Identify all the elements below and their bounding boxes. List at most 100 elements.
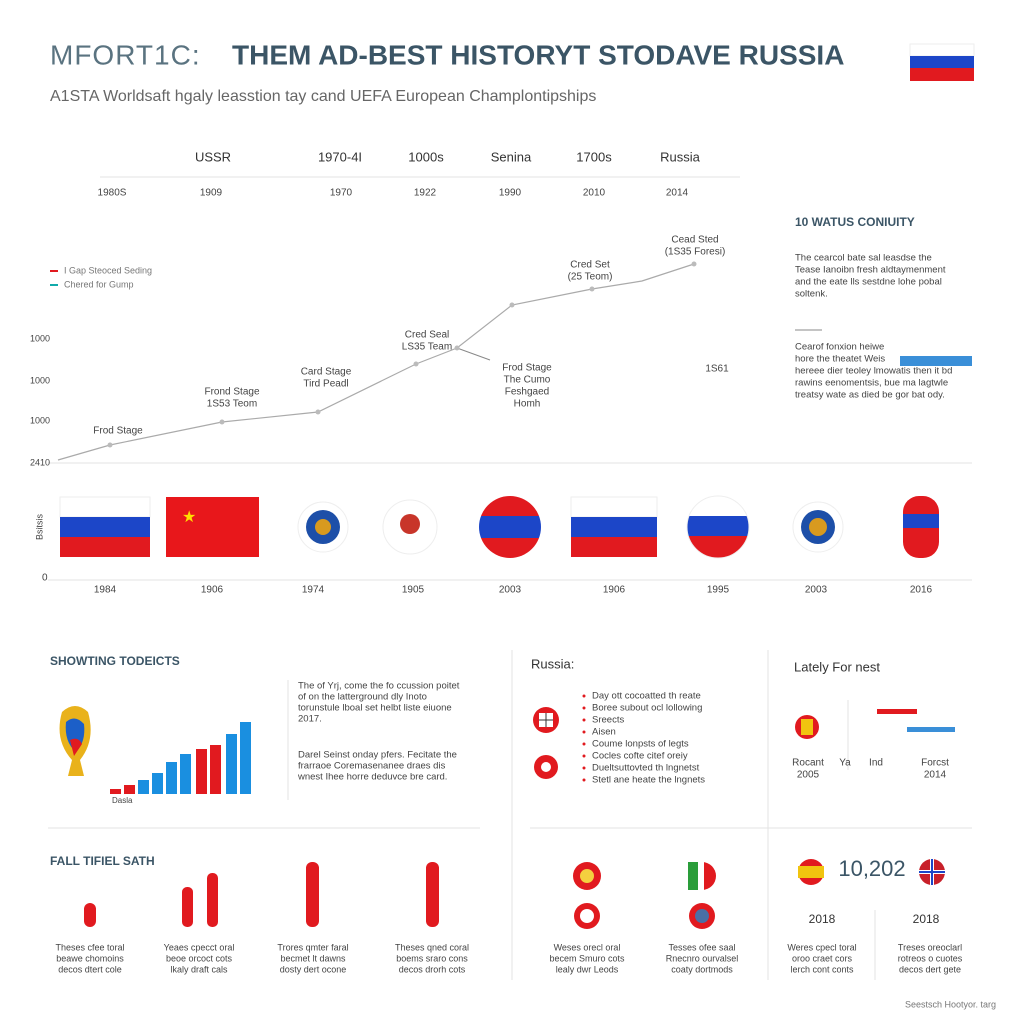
footer: Seestsch Hootyor. targ bbox=[905, 999, 996, 1009]
caption: Weses orecl oral bbox=[554, 942, 621, 952]
caption: Weres cpecl toral bbox=[787, 942, 856, 952]
list-item: Day ott cocoatted th reate bbox=[592, 691, 701, 702]
annotation: The Cumo bbox=[504, 375, 551, 386]
title-prefix: MFORT1C: bbox=[50, 39, 201, 70]
annotation: Cred Set bbox=[570, 260, 610, 271]
caption: decos dert gete bbox=[899, 964, 961, 974]
list-item: Stetl ane heate the lngnets bbox=[592, 775, 705, 786]
section-title: FALL TIFIEL SATH bbox=[50, 854, 155, 868]
timeline-year: 1909 bbox=[200, 188, 223, 199]
caption: Yeaes cpecct oral bbox=[164, 942, 235, 952]
section-title: Russia: bbox=[531, 656, 574, 671]
flag-year: 2016 bbox=[910, 585, 933, 596]
annotation: Cead Sted bbox=[671, 235, 718, 246]
caption: becem Smuro cots bbox=[549, 953, 625, 963]
caption: Tesses ofee saal bbox=[668, 942, 735, 952]
caption: beoe orcoct cots bbox=[166, 953, 233, 963]
legend-entry: I Gap Steoced Seding bbox=[64, 265, 152, 275]
subtitle: A1STA Worldsaft hgaly leasstion tay cand… bbox=[50, 88, 596, 105]
axis-label: Bsitsis bbox=[34, 514, 44, 541]
flag-year: 1984 bbox=[94, 585, 117, 596]
timeline-label: Senina bbox=[491, 149, 532, 164]
timeline-year: 1970 bbox=[330, 188, 353, 199]
timeline-year: 2010 bbox=[583, 188, 606, 199]
section-text: of on the latterground dly Inoto bbox=[298, 692, 427, 703]
list-item: Cocles cofte citef oreiy bbox=[592, 751, 688, 762]
list-item: Aisen bbox=[592, 727, 616, 738]
flag-year: 1995 bbox=[707, 585, 730, 596]
caption: beawe chomoins bbox=[56, 953, 124, 963]
caption: Trores qmter faral bbox=[277, 942, 348, 952]
flag-year: 1905 bbox=[402, 585, 425, 596]
section-text: The of Yrj, come the fo ccussion poitet bbox=[298, 681, 460, 692]
list-item: Boree subout ocl lollowing bbox=[592, 703, 702, 714]
caption: lerch cont conts bbox=[790, 964, 854, 974]
caption: rotreos o cuotes bbox=[898, 953, 963, 963]
panel-text: and the eate lls sestdne lohe pobal bbox=[795, 277, 942, 288]
axis-label: 2410 bbox=[30, 457, 50, 467]
axis-label: 0 bbox=[42, 573, 48, 584]
year: 2018 bbox=[913, 912, 940, 926]
timeline-label: USSR bbox=[195, 149, 231, 164]
lately-label: 2005 bbox=[797, 770, 820, 781]
annotation: Frod Stage bbox=[502, 363, 552, 374]
panel-text: hore the theatet Weis bbox=[795, 354, 885, 365]
timeline-label: Russia bbox=[660, 149, 701, 164]
axis-label: 1000 bbox=[30, 415, 50, 425]
lately-label: 2014 bbox=[924, 770, 947, 781]
caption: becmet lt dawns bbox=[280, 953, 346, 963]
svg-text:★: ★ bbox=[182, 509, 196, 526]
annotation: Frond Stage bbox=[204, 387, 259, 398]
annotation: LS35 Team bbox=[402, 342, 452, 353]
list-item: Sreects bbox=[592, 715, 624, 726]
lately-label: Forcst bbox=[921, 758, 949, 769]
decor: ★ bbox=[48, 43, 975, 980]
annotation: Card Stage bbox=[301, 367, 352, 378]
annotation: (25 Teom) bbox=[568, 272, 613, 283]
panel-text: rawins eenomentsis, bue ma lagtwle bbox=[795, 378, 948, 389]
annotation: (1S35 Foresi) bbox=[665, 247, 726, 258]
lately-label: Ya bbox=[839, 758, 851, 769]
flag-year: 1906 bbox=[603, 585, 626, 596]
panel-text: hereee dier teoley lmowatis then it bd bbox=[795, 366, 952, 377]
legend-entry: Chered for Gump bbox=[64, 279, 134, 289]
caption: boems sraro cons bbox=[396, 953, 468, 963]
caption: Rnecnro ourvalsel bbox=[666, 953, 739, 963]
panel-text: Tease Ianoibn fresh aldtaymenment bbox=[795, 265, 946, 276]
list-item: Dueltsuttovted th lngnetst bbox=[592, 763, 700, 774]
caption: lealy dwr Leods bbox=[556, 964, 619, 974]
axis-label: 1000 bbox=[30, 333, 50, 343]
section-title: SHOWTING TODEICTS bbox=[50, 654, 180, 668]
section-title: Lately For nest bbox=[794, 659, 880, 674]
caption: Theses qned coral bbox=[395, 942, 469, 952]
lately-label: Ind bbox=[869, 758, 883, 769]
panel-text: treatsy wate as died be gor bat ody. bbox=[795, 390, 945, 401]
flag-year: 2003 bbox=[805, 585, 828, 596]
title: THEM AD-BEST HISTORYT STODAVE RUSSIA bbox=[232, 39, 844, 70]
year: 2018 bbox=[809, 912, 836, 926]
list-item: Coume lonpsts of legts bbox=[592, 739, 689, 750]
section-text: torunstule lboal set helbt liste eiuone bbox=[298, 703, 452, 714]
bar-label: Dasla bbox=[112, 796, 133, 805]
caption: decos dtert cole bbox=[58, 964, 122, 974]
panel-title: 10 WATUS CONIUITY bbox=[795, 215, 915, 229]
flag-year: 2003 bbox=[499, 585, 522, 596]
section-text: 2017. bbox=[298, 714, 322, 725]
caption: coaty dortmods bbox=[671, 964, 733, 974]
timeline-label: 1000s bbox=[408, 149, 444, 164]
timeline-year: 1922 bbox=[414, 188, 437, 199]
annotation: 1S53 Teom bbox=[207, 399, 257, 410]
annotation: Feshgaed bbox=[505, 387, 549, 398]
timeline-year: 1980S bbox=[98, 188, 127, 199]
caption: Treses oreoclarl bbox=[898, 942, 962, 952]
axis-label: 1000 bbox=[30, 375, 50, 385]
timeline-year: 2014 bbox=[666, 188, 689, 199]
flag-year: 1906 bbox=[201, 585, 224, 596]
timeline-label: 1970-4I bbox=[318, 149, 362, 164]
caption: lkaly draft cals bbox=[170, 964, 228, 974]
section-text: wnest Ihee horre deduvce bre card. bbox=[297, 772, 447, 783]
caption: decos drorh cots bbox=[399, 964, 466, 974]
annotation: 1S61 bbox=[705, 364, 729, 375]
panel-text: soltenk. bbox=[795, 289, 828, 300]
